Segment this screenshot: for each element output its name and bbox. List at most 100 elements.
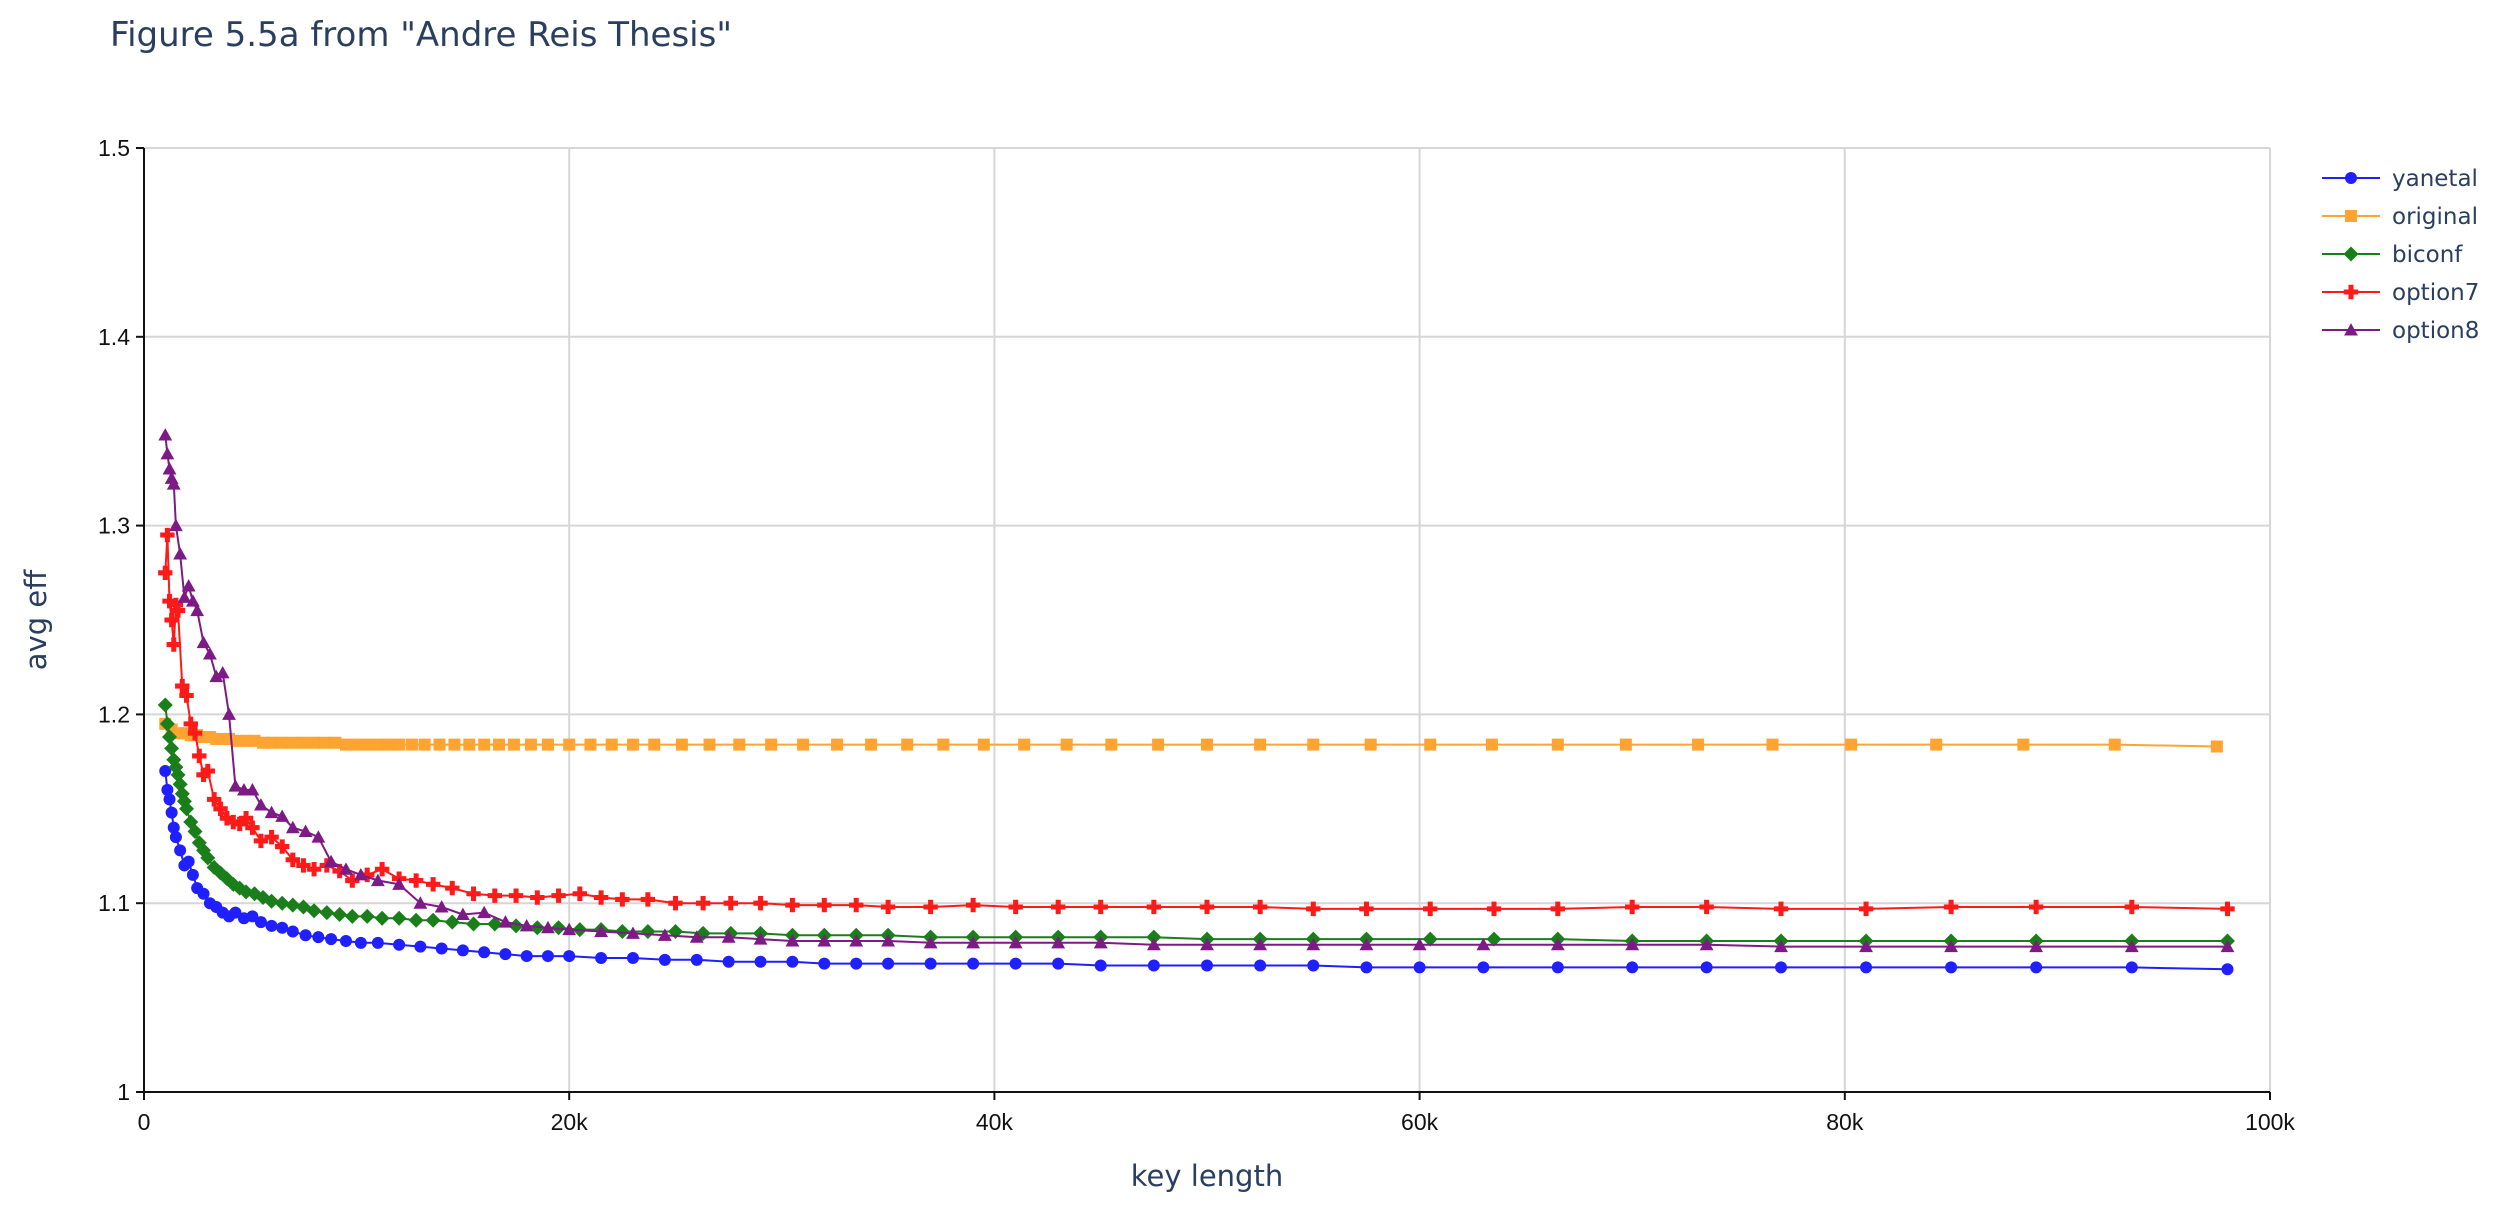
legend-label: biconf — [2392, 242, 2463, 268]
legend-swatch-marker — [2345, 172, 2357, 184]
legend-item-biconf[interactable]: biconf — [2322, 242, 2463, 268]
data-point-biconf — [319, 905, 335, 921]
data-point-yanetal — [626, 951, 639, 964]
data-point-yanetal — [924, 957, 937, 970]
series-biconf — [157, 697, 2235, 949]
legend-item-option8[interactable]: option8 — [2322, 318, 2479, 344]
data-point-option8 — [1699, 937, 1714, 951]
data-point-original — [865, 738, 878, 751]
data-point-yanetal — [786, 955, 799, 968]
data-point-option8 — [817, 934, 832, 947]
data-point-option7 — [572, 886, 588, 901]
legend-swatch-marker — [2343, 284, 2359, 300]
data-point-option8 — [2124, 939, 2139, 953]
data-point-original — [1018, 738, 1031, 751]
data-point-original — [318, 736, 331, 749]
data-point-original — [1105, 738, 1118, 751]
data-point-yanetal — [722, 955, 735, 968]
data-point-option7 — [445, 880, 460, 896]
data-point-original — [286, 736, 299, 749]
data-point-option7 — [640, 892, 656, 907]
data-point-original — [2210, 740, 2223, 753]
data-point-option8 — [209, 669, 224, 683]
data-point-original — [339, 738, 352, 751]
data-point-original — [1766, 738, 1779, 751]
data-point-yanetal — [850, 957, 863, 970]
data-point-option7 — [164, 612, 179, 628]
data-point-option7 — [345, 873, 360, 888]
data-point-biconf — [1486, 931, 1502, 947]
data-point-yanetal — [1413, 961, 1426, 974]
data-point-option7 — [1486, 901, 1502, 917]
data-point-option8 — [353, 867, 368, 881]
data-point-yanetal — [167, 821, 180, 834]
data-point-option7 — [1625, 899, 1640, 915]
data-point-option8 — [254, 798, 268, 811]
data-point-biconf — [187, 823, 203, 839]
data-point-option7 — [264, 829, 279, 845]
data-point-option8 — [177, 590, 192, 603]
data-point-original — [1152, 738, 1165, 751]
data-point-original — [1485, 738, 1498, 751]
data-point-original — [448, 738, 461, 751]
data-point-yanetal — [754, 955, 767, 968]
data-point-option8 — [657, 928, 672, 941]
legend-label: original — [2392, 204, 2478, 230]
legend-swatch-marker — [2344, 323, 2358, 336]
data-point-original — [977, 738, 990, 751]
data-point-original — [393, 738, 406, 751]
data-point-option7 — [530, 890, 545, 905]
data-point-option8 — [166, 477, 181, 490]
data-point-option8 — [285, 820, 300, 834]
legend-item-yanetal[interactable]: yanetal — [2322, 166, 2478, 192]
series-option8 — [158, 428, 2235, 953]
data-point-yanetal — [1551, 961, 1564, 974]
data-point-option8 — [562, 922, 577, 936]
data-point-option7 — [753, 896, 768, 911]
data-point-option8 — [275, 809, 290, 822]
legend-item-original[interactable]: original — [2322, 204, 2478, 230]
data-point-yanetal — [393, 938, 406, 951]
data-point-original — [308, 736, 321, 749]
data-point-original — [626, 738, 639, 751]
data-point-biconf — [640, 924, 656, 940]
data-point-yanetal — [1009, 957, 1022, 970]
data-point-biconf — [162, 729, 178, 745]
y-axis-title: avg eff — [19, 569, 53, 670]
data-point-option8 — [413, 896, 428, 909]
data-point-option8 — [849, 934, 864, 947]
data-point-option7 — [849, 897, 864, 913]
legend-label: option8 — [2392, 318, 2479, 344]
data-point-yanetal — [1626, 961, 1639, 974]
data-point-yanetal — [182, 855, 195, 868]
legend[interactable]: yanetal original biconf option7 option8 — [2322, 166, 2479, 344]
data-point-original — [901, 738, 914, 751]
data-point-option8 — [1550, 937, 1565, 951]
series-option7 — [158, 527, 2235, 917]
data-point-option7 — [593, 890, 609, 905]
data-point-option7 — [160, 527, 175, 543]
data-point-option8 — [477, 905, 492, 919]
data-point-biconf — [466, 916, 482, 932]
chart-title: Figure 5.5a from "Andre Reis Thesis" — [110, 15, 732, 55]
data-point-option8 — [1093, 935, 1108, 949]
data-point-original — [1060, 738, 1073, 751]
data-point-option7 — [508, 888, 524, 903]
legend-item-option7[interactable]: option7 — [2322, 280, 2479, 306]
data-point-option8 — [2220, 939, 2235, 953]
data-point-option7 — [213, 801, 228, 816]
data-point-option7 — [187, 726, 203, 741]
data-point-option8 — [158, 428, 173, 441]
data-point-original — [329, 736, 342, 749]
data-point-original — [733, 738, 746, 751]
data-point-yanetal — [169, 831, 182, 844]
data-point-original — [1930, 738, 1943, 751]
data-point-option7 — [158, 565, 173, 580]
data-point-option7 — [296, 858, 311, 873]
data-point-original — [276, 736, 289, 749]
data-point-yanetal — [159, 765, 172, 778]
data-point-option7 — [551, 888, 566, 903]
data-point-option8 — [498, 915, 513, 928]
data-point-option8 — [392, 877, 407, 890]
legend-label: yanetal — [2392, 166, 2478, 192]
